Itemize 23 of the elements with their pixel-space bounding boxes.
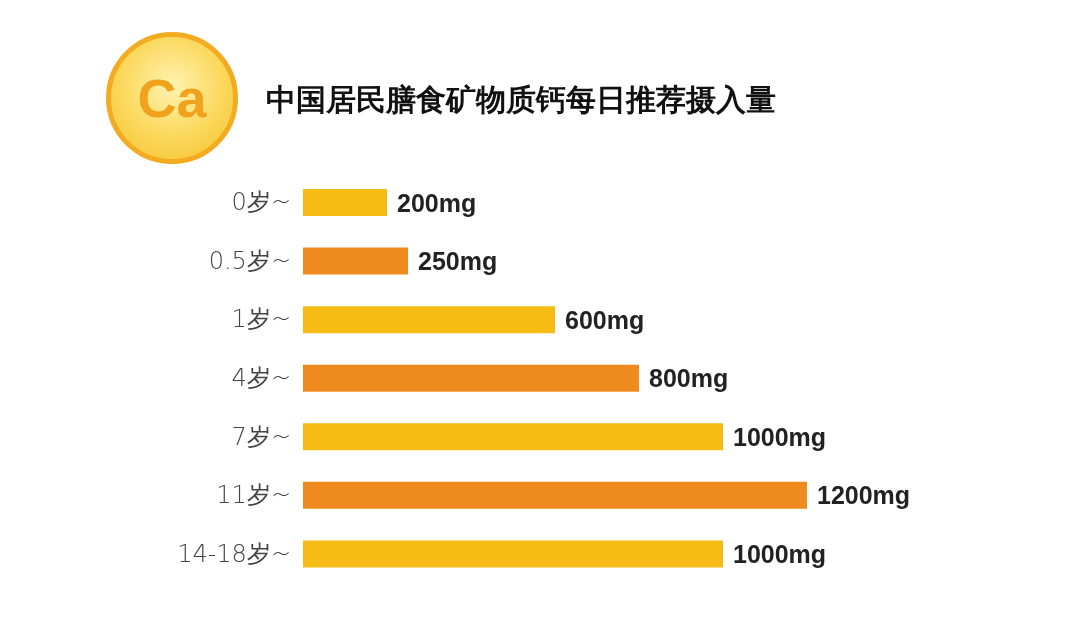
- bar: [303, 540, 723, 568]
- y-tick-label: 7岁~: [231, 422, 291, 451]
- y-tick-label: 0岁~: [231, 188, 291, 217]
- bar: [303, 364, 639, 392]
- bar: [303, 423, 723, 451]
- y-tick-label: 4岁~: [231, 364, 291, 392]
- bar: [303, 189, 387, 216]
- data-label: 250mg: [418, 247, 498, 276]
- y-tick-label: 11岁~: [216, 481, 291, 510]
- bar: [303, 481, 807, 509]
- y-tick-label: 14-18岁~: [177, 539, 291, 568]
- data-label: 1200mg: [817, 481, 911, 510]
- bar: [303, 306, 555, 334]
- data-label: 1000mg: [733, 422, 827, 451]
- bar: [303, 247, 408, 275]
- data-label: 1000mg: [733, 539, 827, 568]
- text: Ca: [137, 67, 207, 129]
- chart-title: 中国居民膳食矿物质钙每日推荐摄入量: [266, 81, 776, 119]
- data-label: 200mg: [397, 188, 477, 217]
- y-tick-label: 0.5岁~: [208, 246, 291, 275]
- y-tick-label: 1岁~: [231, 305, 291, 334]
- data-label: 800mg: [649, 364, 729, 393]
- data-label: 600mg: [565, 305, 645, 334]
